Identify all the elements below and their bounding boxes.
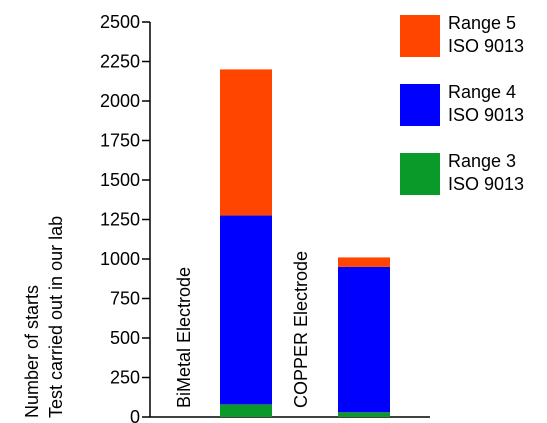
y-tick-label: 1000 [100, 249, 140, 269]
bar-segment [338, 266, 390, 413]
bar-segment [220, 215, 272, 405]
legend-swatch [400, 153, 440, 195]
bar-segment [338, 412, 390, 417]
legend-label: Range 4 ISO 9013 [448, 82, 525, 125]
y-tick-label: 0 [130, 407, 140, 423]
legend-swatch [400, 15, 440, 57]
y-tick-label: 250 [110, 368, 140, 388]
x-category-label: BiMetal Electrode [174, 267, 194, 408]
x-category-label: COPPER Electrode [291, 251, 311, 408]
y-tick-label: 2500 [100, 12, 140, 32]
legend-label: Range 5 ISO 9013 [448, 13, 525, 56]
y-tick-label: 1750 [100, 131, 140, 151]
legend-swatch [400, 84, 440, 126]
bar-segment [220, 404, 272, 417]
y-tick-label: 750 [110, 289, 140, 309]
y-axis-title: Number of starts [22, 285, 42, 418]
y-tick-label: 1500 [100, 170, 140, 190]
legend-label: Range 3 ISO 9013 [448, 151, 525, 194]
y-axis-title: Test carried out in our lab [46, 216, 66, 418]
y-tick-label: 2000 [100, 91, 140, 111]
y-tick-label: 1250 [100, 210, 140, 230]
y-tick-label: 2250 [100, 52, 140, 72]
bar-segment [338, 257, 390, 267]
y-tick-label: 500 [110, 328, 140, 348]
bar-segment [220, 69, 272, 216]
